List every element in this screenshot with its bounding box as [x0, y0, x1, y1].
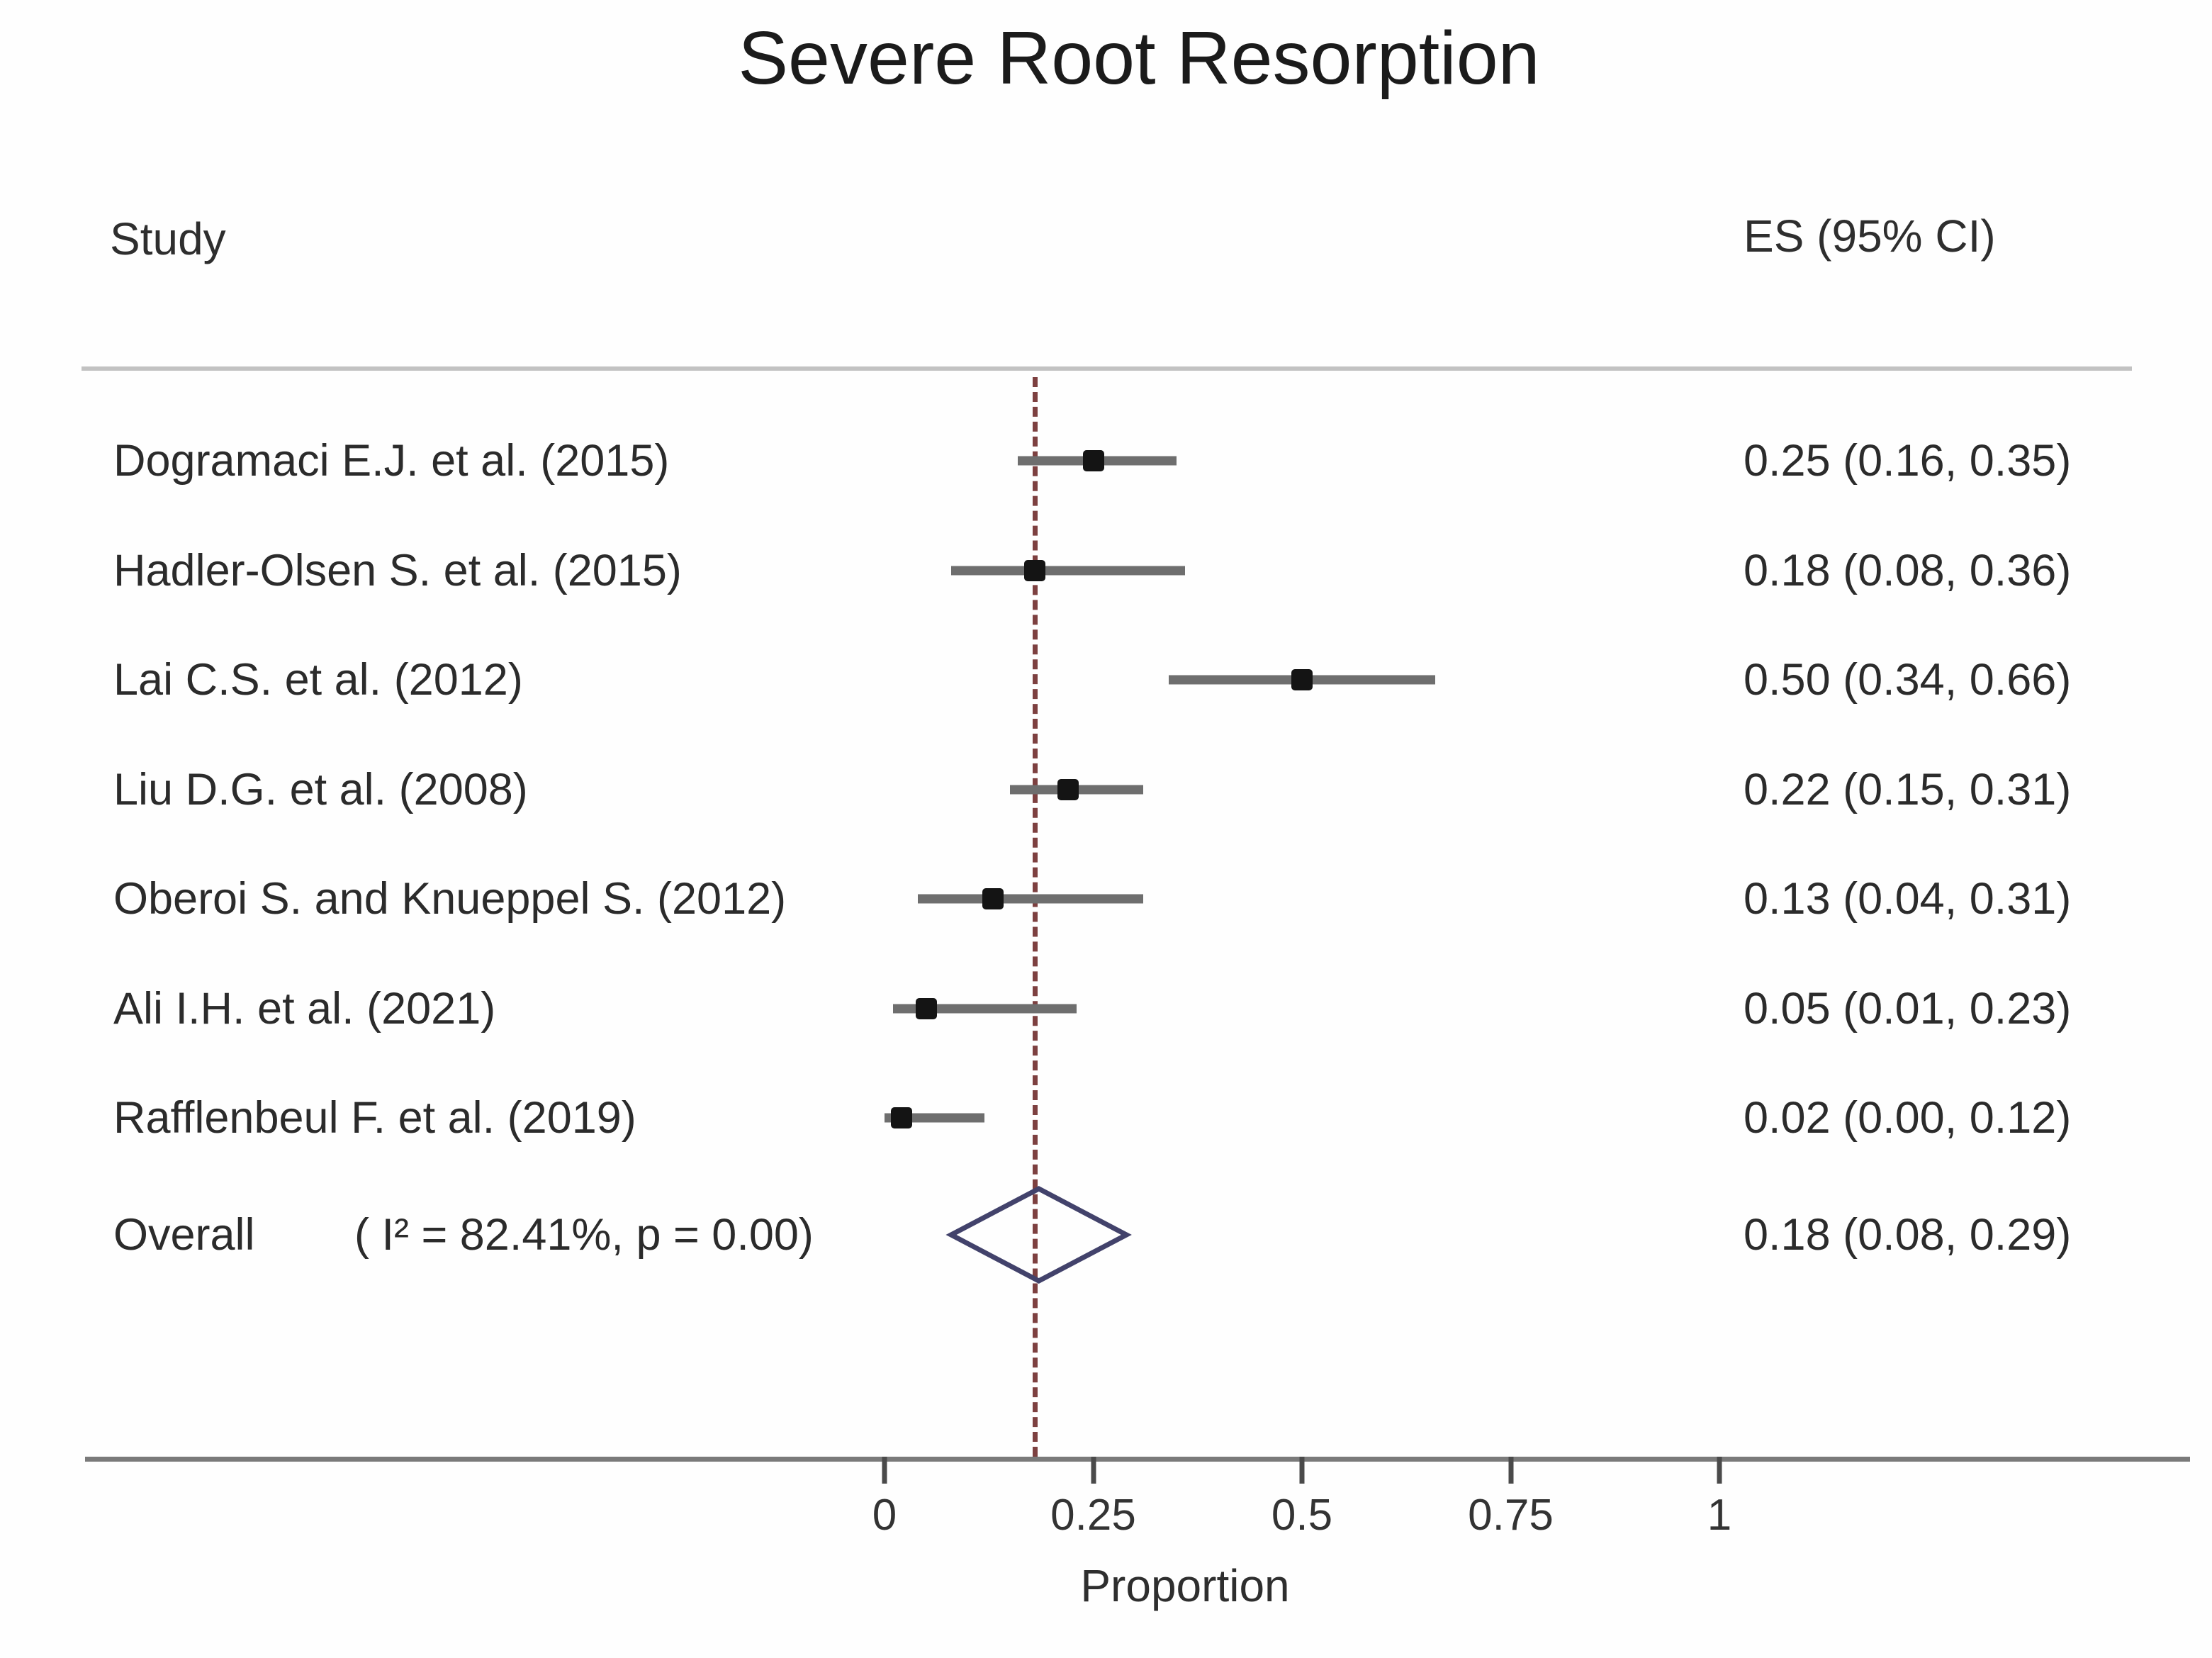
axis-tick-mark	[1091, 1457, 1096, 1484]
es-point-marker	[1024, 559, 1046, 581]
study-label: Liu D.G. et al. (2008)	[113, 764, 528, 814]
column-header-study: Study	[110, 213, 226, 264]
es-point-marker	[1082, 450, 1104, 471]
header-separator-line	[82, 366, 2132, 371]
overall-heterogeneity: ( I² = 82.41%, p = 0.00)	[354, 1210, 814, 1260]
study-label: Rafflenbeul F. et al. (2019)	[113, 1093, 636, 1143]
column-header-es-ci: ES (95% CI)	[1744, 211, 1996, 262]
es-point-marker	[915, 997, 937, 1019]
x-axis-title: Proportion	[1080, 1560, 1290, 1611]
es-ci-value: 0.05 (0.01, 0.23)	[1744, 983, 2072, 1034]
es-point-marker	[1057, 778, 1079, 800]
es-ci-value: 0.02 (0.00, 0.12)	[1744, 1093, 2072, 1143]
ci-bar	[951, 566, 1186, 575]
overall-label: Overall	[113, 1210, 255, 1260]
overall-reference-dashed-line	[1033, 377, 1038, 1457]
axis-tick-mark	[1508, 1457, 1513, 1484]
axis-tick-label: 0.5	[1271, 1491, 1333, 1540]
es-point-marker	[890, 1107, 912, 1128]
es-point-marker	[982, 888, 1004, 909]
es-ci-value: 0.13 (0.04, 0.31)	[1744, 874, 2072, 924]
es-ci-value: 0.50 (0.34, 0.66)	[1744, 655, 2072, 705]
study-label: Dogramaci E.J. et al. (2015)	[113, 436, 670, 486]
study-label: Ali I.H. et al. (2021)	[113, 983, 496, 1034]
overall-diamond-shape	[945, 1186, 1133, 1284]
figure-title: Severe Root Resorption	[738, 16, 1540, 100]
es-ci-value: 0.22 (0.15, 0.31)	[1744, 764, 2072, 814]
es-ci-value: 0.18 (0.08, 0.36)	[1744, 545, 2072, 595]
es-ci-value: 0.25 (0.16, 0.35)	[1744, 436, 2072, 486]
ci-bar	[918, 894, 1144, 904]
axis-tick-mark	[882, 1457, 887, 1484]
axis-tick-mark	[1299, 1457, 1305, 1484]
overall-es-ci-value: 0.18 (0.08, 0.29)	[1744, 1210, 2072, 1260]
x-axis-line	[85, 1457, 2190, 1462]
axis-tick-label: 0.25	[1050, 1491, 1136, 1540]
study-label: Oberoi S. and Knueppel S. (2012)	[113, 874, 787, 924]
axis-tick-mark	[1717, 1457, 1722, 1484]
ci-bar	[892, 1004, 1077, 1013]
overall-diamond	[945, 1186, 1133, 1284]
axis-tick-label: 0	[872, 1491, 897, 1540]
axis-tick-label: 1	[1707, 1491, 1732, 1540]
study-label: Lai C.S. et al. (2012)	[113, 655, 523, 705]
axis-tick-label: 0.75	[1468, 1491, 1554, 1540]
study-label: Hadler-Olsen S. et al. (2015)	[113, 545, 682, 595]
es-point-marker	[1291, 669, 1313, 690]
